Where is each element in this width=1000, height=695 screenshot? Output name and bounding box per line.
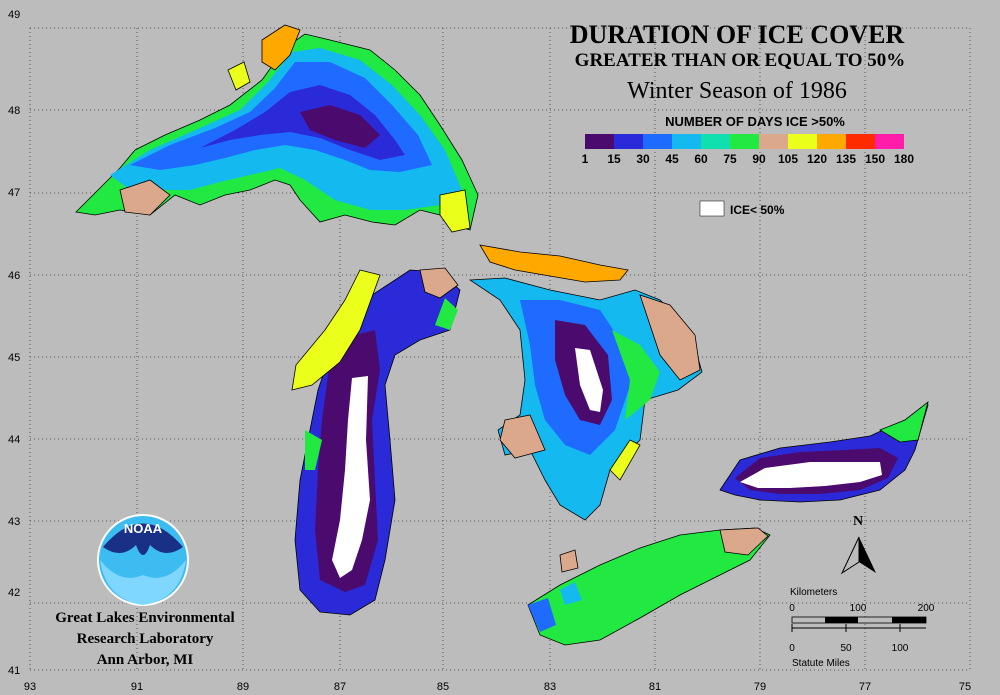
legend-tick-label: 75 [723, 152, 737, 166]
legend-tick-label: 90 [752, 152, 766, 166]
lat-label: 49 [8, 9, 20, 21]
legend-tick-label: 180 [894, 152, 914, 166]
credit-line-1: Great Lakes Environmental [55, 610, 234, 626]
lon-label: 77 [859, 681, 871, 693]
legend-swatch [672, 134, 701, 149]
legend-swatch [817, 134, 846, 149]
north-channel [479, 244, 629, 283]
north-arrow-icon [859, 537, 876, 573]
scale-mi-tick: 0 [789, 643, 795, 654]
lat-label: 47 [8, 187, 20, 199]
lake-ontario [719, 400, 929, 503]
north-arrow-label: N [853, 514, 863, 529]
legend-swatch [643, 134, 672, 149]
lon-label: 91 [131, 681, 143, 693]
north-arrow: N [840, 514, 876, 575]
noaa-logo-text: NOAA [124, 521, 163, 536]
lat-label: 41 [8, 665, 20, 677]
longitude-labels: 93 91 89 87 85 83 81 79 77 75 [24, 681, 971, 693]
legend-title: NUMBER OF DAYS ICE >50% [665, 114, 845, 129]
scale-km-tick: 0 [789, 603, 795, 614]
scale-mi-title: Statute Miles [792, 658, 850, 669]
latitude-labels: 49 48 47 46 45 44 43 42 41 [8, 9, 20, 677]
lon-label: 89 [237, 681, 249, 693]
lon-label: 87 [334, 681, 346, 693]
lon-label: 81 [649, 681, 661, 693]
legend-swatch [846, 134, 875, 149]
scale-mi-tick: 100 [892, 643, 909, 654]
lake-st-clair [559, 549, 579, 573]
legend-swatch [875, 134, 904, 149]
legend-swatch [701, 134, 730, 149]
map-title: DURATION OF ICE COVER [570, 20, 905, 49]
noaa-logo: NOAA [97, 514, 189, 606]
ice-days-legend: NUMBER OF DAYS ICE >50% 1 15 30 45 60 75 90 105… [582, 114, 915, 217]
legend-swatch [585, 134, 614, 149]
lon-label: 93 [24, 681, 36, 693]
legend-ticks: 1 15 30 45 60 75 90 105 120 135 150 180 [582, 152, 915, 166]
lon-label: 75 [959, 681, 971, 693]
legend-tick-label: 150 [865, 152, 885, 166]
legend-swatches [585, 134, 904, 149]
lat-label: 46 [8, 270, 20, 282]
lake-superior [75, 24, 479, 233]
legend-tick-label: 30 [636, 152, 650, 166]
legend-tick-label: 15 [607, 152, 621, 166]
lake-huron [468, 277, 703, 521]
legend-swatch [788, 134, 817, 149]
credit-line-3: Ann Arbor, MI [97, 652, 194, 668]
scale-km-tick: 200 [918, 603, 935, 614]
legend-tick-label: 135 [836, 152, 856, 166]
legend-swatch [759, 134, 788, 149]
scale-mi-tick: 50 [840, 643, 852, 654]
lat-label: 44 [8, 434, 20, 446]
lat-label: 42 [8, 587, 20, 599]
legend-tick-label: 45 [665, 152, 679, 166]
lon-label: 83 [544, 681, 556, 693]
lake-erie [527, 527, 771, 646]
scale-km-title: Kilometers [790, 587, 837, 598]
legend-swatch [614, 134, 643, 149]
lat-label: 48 [8, 105, 20, 117]
legend-swatch [730, 134, 759, 149]
legend-tick-label: 120 [807, 152, 827, 166]
scale-km-tick: 100 [850, 603, 867, 614]
scale-bar: Kilometers 0 100 200 0 50 100 Statute Mi… [789, 587, 935, 669]
legend-tick-label: 105 [778, 152, 798, 166]
legend-tick-label: 1 [582, 152, 589, 166]
map-subtitle: GREATER THAN OR EQUAL TO 50% [575, 50, 906, 71]
lake-michigan [291, 267, 461, 616]
lat-label: 45 [8, 352, 20, 364]
ice-below-50-swatch [699, 200, 725, 217]
lon-label: 79 [754, 681, 766, 693]
lon-label: 85 [437, 681, 449, 693]
lat-label: 43 [8, 516, 20, 528]
season-title: Winter Season of 1986 [627, 78, 847, 104]
credit-line-2: Research Laboratory [77, 631, 214, 647]
ice-below-50-label: ICE< 50% [730, 203, 785, 217]
legend-tick-label: 60 [694, 152, 708, 166]
